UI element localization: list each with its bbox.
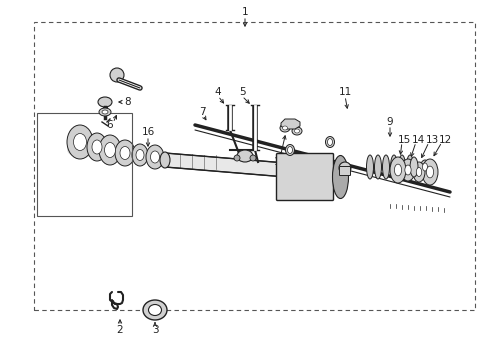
Ellipse shape xyxy=(294,129,299,133)
Ellipse shape xyxy=(407,155,414,179)
Text: 3: 3 xyxy=(152,325,158,335)
Text: 14: 14 xyxy=(412,135,425,145)
Text: 13: 13 xyxy=(425,135,439,145)
Text: 4: 4 xyxy=(215,87,221,97)
Ellipse shape xyxy=(383,155,390,179)
Ellipse shape xyxy=(280,124,290,132)
Text: 15: 15 xyxy=(397,135,411,145)
Ellipse shape xyxy=(98,97,112,107)
Ellipse shape xyxy=(390,157,406,183)
Ellipse shape xyxy=(136,149,144,161)
Ellipse shape xyxy=(99,108,111,116)
Ellipse shape xyxy=(102,110,108,114)
Ellipse shape xyxy=(422,163,427,171)
Polygon shape xyxy=(281,119,300,129)
Ellipse shape xyxy=(148,305,162,315)
Text: 8: 8 xyxy=(124,97,131,107)
Ellipse shape xyxy=(104,143,116,158)
Ellipse shape xyxy=(250,155,256,161)
Ellipse shape xyxy=(99,135,121,165)
Ellipse shape xyxy=(132,144,148,166)
Text: 12: 12 xyxy=(439,135,452,145)
Ellipse shape xyxy=(286,144,294,156)
Text: 16: 16 xyxy=(142,127,155,137)
Ellipse shape xyxy=(74,134,87,150)
Ellipse shape xyxy=(410,157,418,177)
Ellipse shape xyxy=(150,151,160,163)
Ellipse shape xyxy=(110,68,124,82)
Ellipse shape xyxy=(325,136,335,148)
Ellipse shape xyxy=(426,166,434,178)
Ellipse shape xyxy=(87,133,107,161)
Ellipse shape xyxy=(401,159,415,181)
Ellipse shape xyxy=(420,160,430,174)
Ellipse shape xyxy=(416,167,422,176)
Bar xyxy=(37,113,132,216)
Ellipse shape xyxy=(288,147,293,153)
Ellipse shape xyxy=(422,159,438,185)
Ellipse shape xyxy=(115,140,135,166)
Bar xyxy=(34,22,475,310)
Ellipse shape xyxy=(143,300,167,320)
Ellipse shape xyxy=(333,156,348,198)
Text: 11: 11 xyxy=(339,87,352,97)
Text: 1: 1 xyxy=(242,7,248,17)
Ellipse shape xyxy=(160,152,170,168)
Text: 10: 10 xyxy=(273,157,287,167)
Polygon shape xyxy=(165,153,310,179)
Text: 2: 2 xyxy=(117,325,123,335)
Text: 7: 7 xyxy=(198,107,205,117)
FancyBboxPatch shape xyxy=(340,166,350,176)
Ellipse shape xyxy=(234,155,240,161)
Text: 6: 6 xyxy=(107,120,113,130)
Ellipse shape xyxy=(405,165,411,175)
Ellipse shape xyxy=(120,147,130,159)
Ellipse shape xyxy=(367,155,373,179)
Ellipse shape xyxy=(67,125,93,159)
Ellipse shape xyxy=(92,140,102,154)
Ellipse shape xyxy=(292,127,302,135)
Ellipse shape xyxy=(374,155,382,179)
Text: 5: 5 xyxy=(239,87,245,97)
Ellipse shape xyxy=(398,155,406,179)
FancyBboxPatch shape xyxy=(276,153,334,201)
Text: 9: 9 xyxy=(387,117,393,127)
Ellipse shape xyxy=(391,155,397,179)
Ellipse shape xyxy=(339,162,351,174)
Ellipse shape xyxy=(283,126,288,130)
Ellipse shape xyxy=(413,162,425,182)
Ellipse shape xyxy=(394,164,402,176)
Ellipse shape xyxy=(327,139,333,145)
Ellipse shape xyxy=(146,145,164,169)
Ellipse shape xyxy=(237,150,253,162)
